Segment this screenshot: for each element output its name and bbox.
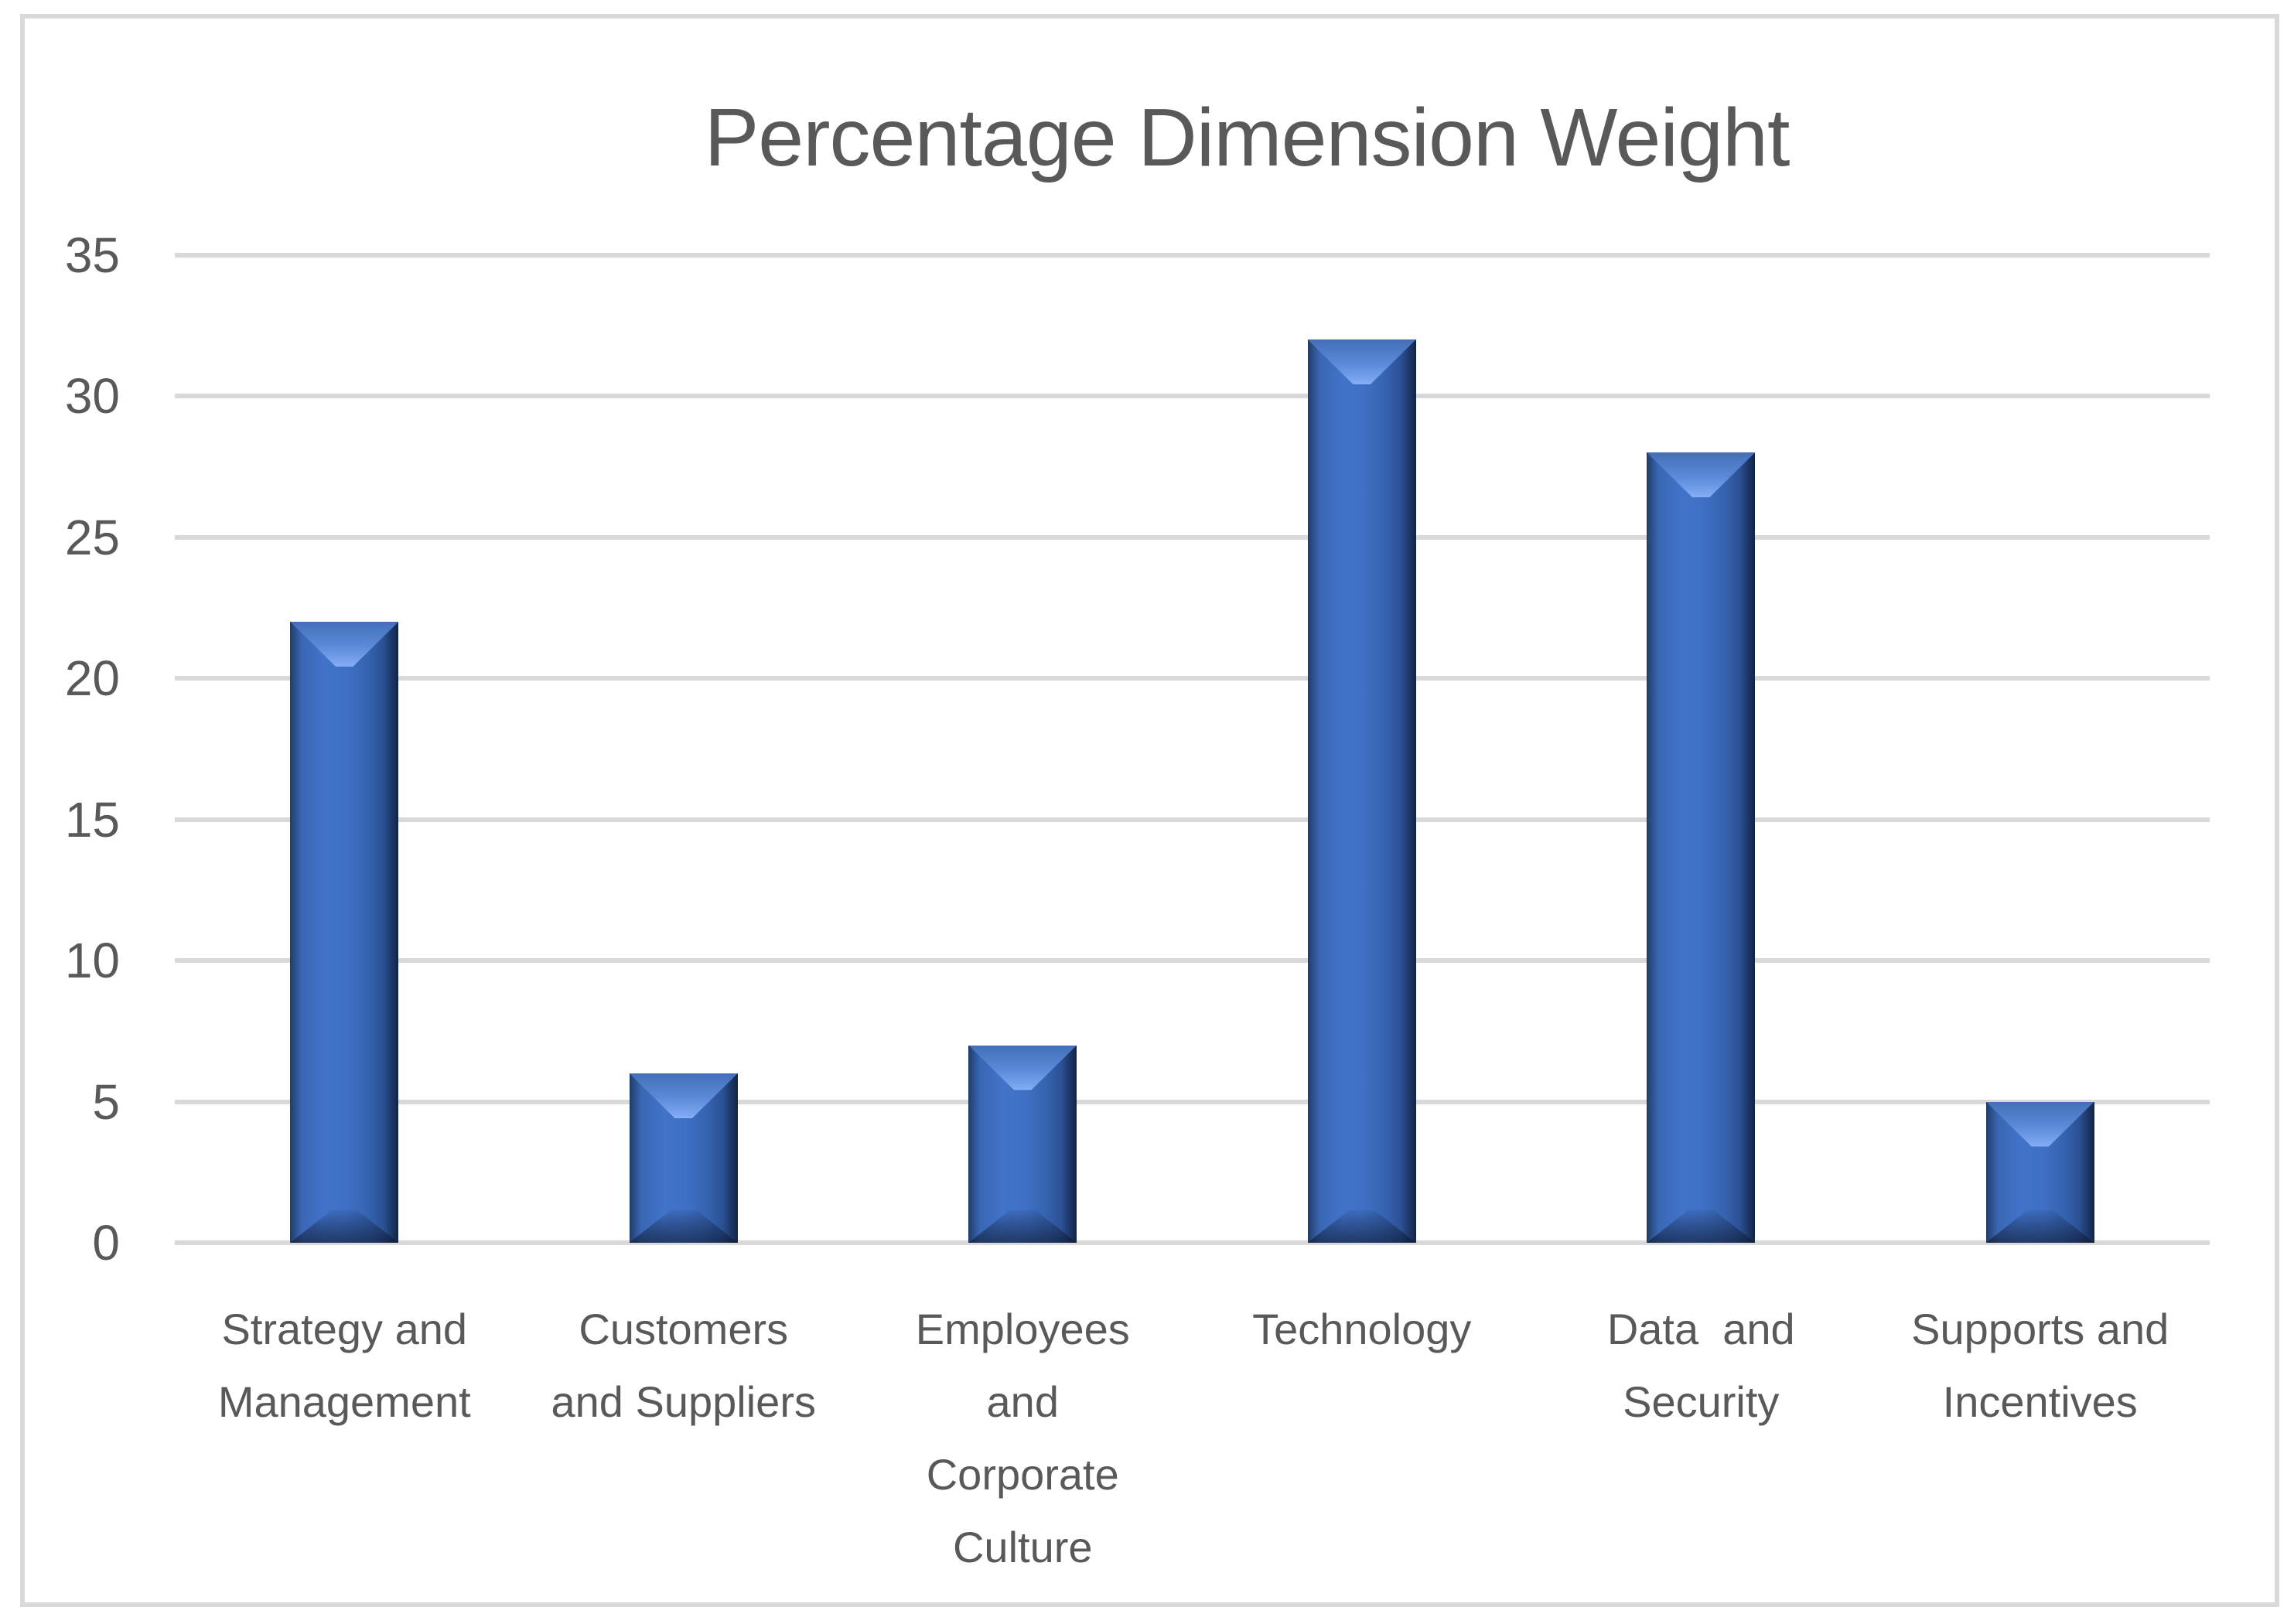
x-axis-category-label: Customers and Suppliers	[551, 1305, 816, 1426]
gridline-y-0	[175, 1240, 2210, 1245]
x-axis-category-label: Strategy and Management	[217, 1305, 471, 1426]
y-axis-tick-label: 15	[64, 791, 120, 848]
bar-bevel-shadow	[1307, 1210, 1416, 1243]
bar-bevel-highlight	[968, 1045, 1077, 1090]
chart-title: Percentage Dimension Weight	[704, 92, 1790, 183]
bar-bevel-highlight	[1647, 452, 1756, 497]
x-axis-category-label: Technology	[1252, 1305, 1472, 1353]
bar-strategy-and-management	[290, 622, 399, 1243]
bar-bevel-shadow	[290, 1210, 399, 1243]
gridline-y-30	[175, 394, 2210, 398]
bar-technology	[1307, 339, 1416, 1243]
y-axis-tick-label: 30	[64, 368, 120, 424]
bar-bevel-shadow	[629, 1210, 738, 1243]
y-axis-tick-label: 35	[64, 227, 120, 283]
y-axis-tick-label: 20	[64, 650, 120, 706]
gridline-y-10	[175, 958, 2210, 963]
gridline-y-35	[175, 252, 2210, 258]
y-axis-tick-label: 25	[64, 509, 120, 565]
bar-data-and-security	[1647, 452, 1756, 1243]
bar-bevel-highlight	[290, 622, 399, 667]
y-axis-tick-label: 0	[92, 1215, 120, 1271]
y-axis-tick-label: 10	[64, 933, 120, 988]
bar-bevel-highlight	[629, 1073, 738, 1118]
bar-customers-and-suppliers	[629, 1073, 738, 1243]
bar-supports-and-incentives	[1985, 1101, 2094, 1243]
bar-bevel-highlight	[1985, 1101, 2094, 1147]
bar-bevel-shadow	[968, 1210, 1077, 1243]
bar-employees-and-corporate-culture	[968, 1045, 1077, 1243]
gridline-y-20	[175, 676, 2210, 681]
bar-bevel-highlight	[1307, 339, 1416, 384]
x-axis-category-label: Data and Security	[1606, 1305, 1795, 1426]
x-axis-category-label: Employees and Corporate Culture	[915, 1305, 1130, 1571]
chart-border	[20, 14, 2279, 1607]
bar-bevel-shadow	[1647, 1210, 1756, 1243]
y-axis-tick-label: 5	[92, 1073, 120, 1130]
bar-bevel-shadow	[1985, 1210, 2094, 1243]
gridline-y-5	[175, 1099, 2210, 1104]
gridline-y-15	[175, 817, 2210, 822]
gridline-y-25	[175, 534, 2210, 540]
x-axis-category-label: Supports and Incentives	[1911, 1305, 2169, 1426]
